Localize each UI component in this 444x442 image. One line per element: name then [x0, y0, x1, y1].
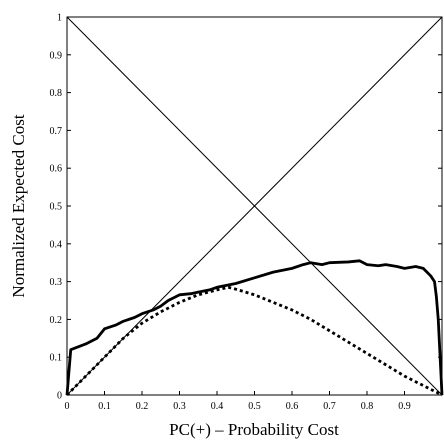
y-tick-label: 0	[57, 391, 62, 402]
x-tick-label: 0.4	[211, 401, 224, 412]
y-tick-label: 0.4	[50, 239, 63, 250]
x-axis-label: PC(+) – Probability Cost	[169, 420, 339, 439]
x-tick-label: 0	[65, 401, 70, 412]
x-tick-label: 0.2	[136, 401, 149, 412]
y-tick-label: 0.5	[50, 202, 63, 213]
x-tick-label: 0.6	[286, 401, 299, 412]
y-axis-label: Normalized Expected Cost	[9, 114, 28, 297]
y-tick-label: 0.9	[50, 50, 63, 61]
y-tick-label: 0.8	[50, 88, 63, 99]
y-tick-label: 0.1	[50, 353, 63, 364]
diagonal-line-1	[66, 16, 443, 396]
tick-group: 0 0.1 0.2 0.3 0.4 0.5 0.6 0.7 0.8 0.9 0 0.1 0.2 0.3 0.…	[50, 13, 442, 412]
y-tick-label: 0.7	[50, 126, 63, 137]
x-tick-label: 0.5	[248, 401, 261, 412]
x-tick-label: 0.7	[323, 401, 336, 412]
x-tick-label: 0.9	[398, 401, 411, 412]
x-tick-label: 0.3	[173, 401, 186, 412]
y-tick-label: 0.2	[50, 315, 63, 326]
cost-curve-solid-2	[65, 259, 444, 396]
y-tick-label: 1	[57, 13, 62, 24]
x-tick-label: 0.1	[98, 401, 111, 412]
series-group	[65, 16, 444, 397]
cost-curve-dotted-3	[66, 285, 443, 397]
y-tick-label: 0.3	[50, 277, 63, 288]
y-tick-label: 0.6	[50, 164, 63, 175]
x-tick-label: 0.8	[361, 401, 374, 412]
